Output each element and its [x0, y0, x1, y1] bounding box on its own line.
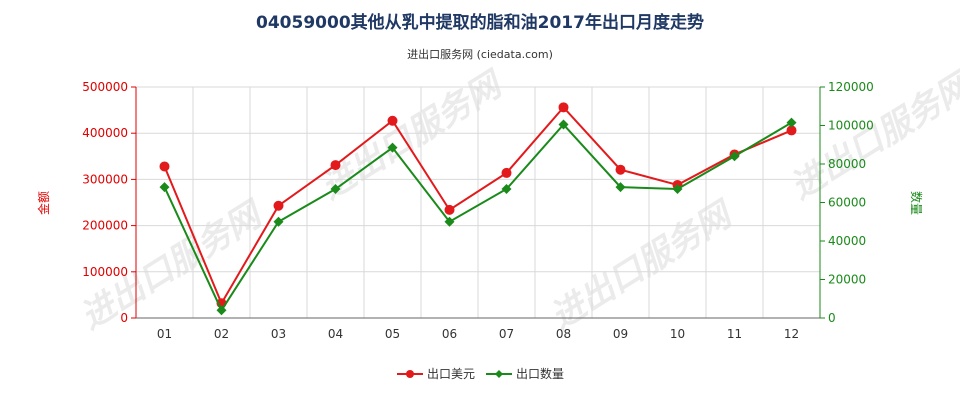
y-left-tick-label: 300000	[82, 172, 128, 186]
y-right-tick-label: 40000	[828, 234, 866, 248]
chart-subtitle: 进出口服务网 (ciedata.com)	[407, 47, 553, 61]
data-point	[786, 117, 797, 128]
x-tick-label: 02	[214, 327, 229, 341]
data-point	[159, 161, 170, 172]
y-left-axis-title: 金额	[36, 191, 51, 215]
y-right-tick-label: 120000	[828, 80, 874, 94]
data-point	[216, 305, 227, 316]
x-tick-label: 06	[442, 327, 457, 341]
chart-title: 04059000其他从乳中提取的脂和油2017年出口月度走势	[256, 12, 704, 33]
data-point	[273, 216, 284, 227]
data-point	[501, 184, 512, 195]
watermark-text: 进出口服务网	[544, 193, 742, 338]
x-tick-label: 04	[328, 327, 343, 341]
data-point	[159, 182, 170, 193]
y-right-tick-label: 20000	[828, 273, 866, 287]
y-left-tick-label: 500000	[82, 80, 128, 94]
x-tick-label: 03	[271, 327, 286, 341]
data-point	[273, 200, 284, 211]
data-point	[330, 160, 341, 171]
legend-marker	[495, 370, 503, 378]
series-layer	[159, 102, 797, 316]
legend-label: 出口美元	[427, 367, 475, 381]
watermark-text: 进出口服务网	[314, 63, 512, 208]
data-point	[387, 115, 398, 126]
data-point	[558, 102, 569, 113]
x-tick-label: 10	[670, 327, 685, 341]
legend-marker	[406, 370, 414, 378]
y-right-tick-label: 60000	[828, 196, 866, 210]
data-point	[387, 142, 398, 153]
x-tick-label: 07	[499, 327, 514, 341]
y-right-tick-label: 100000	[828, 119, 874, 133]
tick-labels: 0 100000 200000 300000 400000 500000 0 20000 400…	[82, 80, 874, 341]
data-point	[558, 119, 569, 130]
series-line	[163, 121, 793, 313]
data-point	[615, 164, 626, 175]
data-point	[672, 184, 683, 195]
legend-label: 出口数量	[516, 366, 564, 381]
x-tick-label: 12	[784, 327, 799, 341]
series-line	[163, 105, 792, 306]
data-point	[444, 216, 455, 227]
legend: 出口美元 出口数量	[397, 366, 564, 381]
y-right-tick-label: 0	[828, 311, 836, 325]
x-tick-label: 01	[157, 327, 172, 341]
data-point	[729, 151, 740, 162]
data-point	[786, 125, 797, 136]
data-point	[330, 184, 341, 195]
data-point	[501, 167, 512, 178]
y-left-tick-label: 200000	[82, 219, 128, 233]
y-right-tick-label: 80000	[828, 157, 866, 171]
y-left-tick-label: 0	[120, 311, 128, 325]
x-tick-label: 09	[613, 327, 628, 341]
data-point	[444, 204, 455, 215]
y-right-axis-title: 数量	[909, 191, 924, 215]
x-tick-label: 11	[727, 327, 742, 341]
x-tick-label: 05	[385, 327, 400, 341]
data-point	[615, 182, 626, 193]
x-tick-label: 08	[556, 327, 571, 341]
y-left-tick-label: 400000	[82, 126, 128, 140]
y-left-tick-label: 100000	[82, 265, 128, 279]
